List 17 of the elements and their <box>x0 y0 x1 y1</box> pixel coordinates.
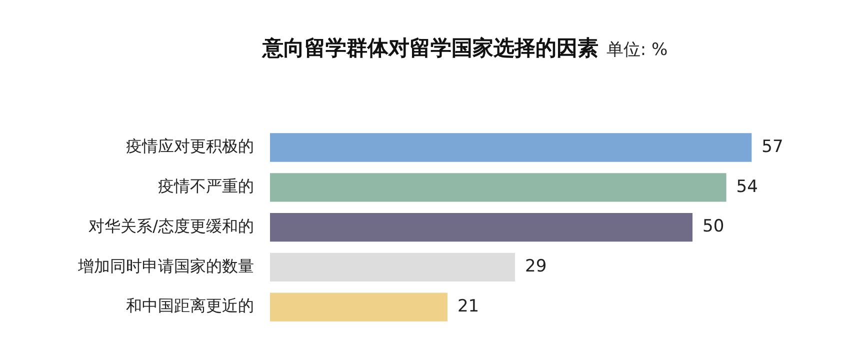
y-tick-label: 疫情应对更积极的 <box>126 136 254 156</box>
bar <box>270 133 752 162</box>
chart-title: 意向留学群体对留学国家选择的因素 <box>262 36 598 60</box>
y-tick-label: 和中国距离更近的 <box>126 296 254 316</box>
y-tick-label: 增加同时申请国家的数量 <box>77 256 254 276</box>
y-tick-label: 对华关系/态度更缓和的 <box>88 216 254 236</box>
bar <box>270 173 726 202</box>
bar <box>270 212 692 242</box>
data-label: 54 <box>736 176 758 197</box>
data-label: 57 <box>762 136 784 157</box>
data-label: 29 <box>525 256 547 277</box>
y-tick-label: 疫情不严重的 <box>158 176 254 196</box>
data-label: 50 <box>702 216 724 237</box>
chart-subtitle: 单位: % <box>606 40 668 60</box>
bar <box>270 292 448 322</box>
bar <box>270 252 516 282</box>
data-label: 21 <box>457 296 480 316</box>
